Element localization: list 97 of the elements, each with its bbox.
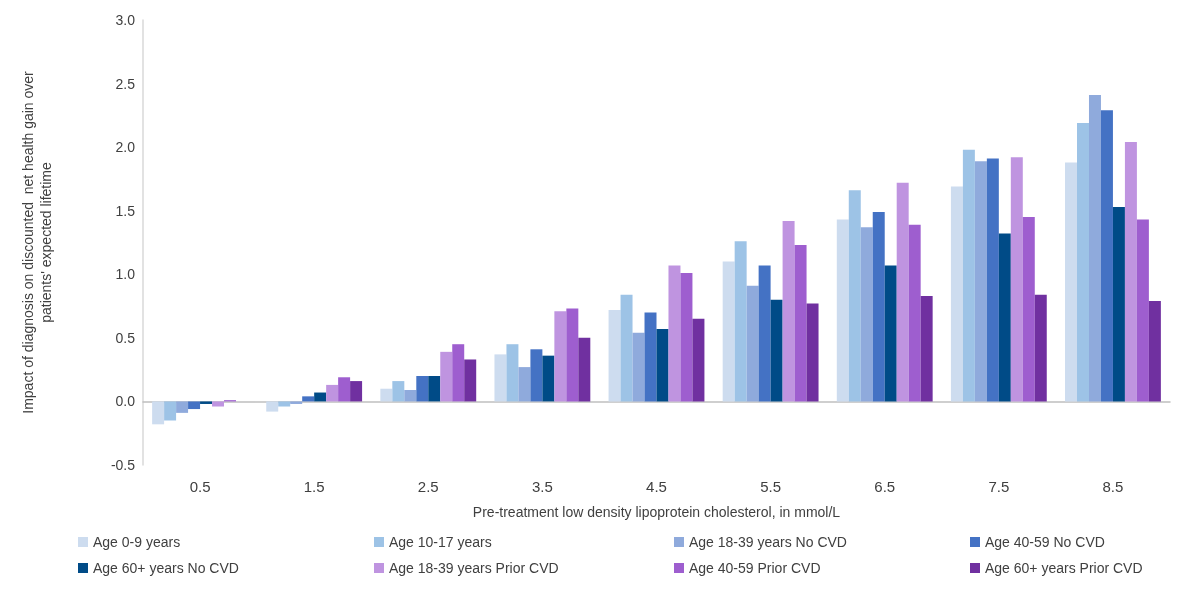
- x-tick-label: 8.5: [1102, 478, 1124, 495]
- bar: [518, 367, 531, 402]
- bar: [974, 161, 987, 402]
- bar: [758, 265, 771, 402]
- bar: [566, 308, 579, 402]
- x-tick-label: 4.5: [646, 478, 667, 495]
- bar: [920, 295, 933, 402]
- x-tick-label: 3.5: [531, 478, 553, 495]
- bar: [722, 261, 735, 402]
- y-tick-label: 3.0: [115, 12, 136, 28]
- bar: [896, 182, 909, 402]
- legend-label: Age 60+ years No CVD: [93, 560, 239, 576]
- bar: [188, 401, 201, 410]
- y-tick-label: 2.0: [115, 139, 136, 156]
- bar: [770, 299, 783, 402]
- legend-label: Age 40-59 No CVD: [985, 534, 1105, 550]
- bar: [152, 401, 165, 425]
- bar: [1034, 294, 1047, 402]
- bar: [794, 245, 807, 402]
- x-tick-label: 5.5: [760, 478, 782, 495]
- bar: [998, 233, 1011, 402]
- legend-label: Age 40-59 Prior CVD: [689, 560, 821, 576]
- legend-label: Age 18-39 years No CVD: [689, 534, 847, 550]
- bar: [506, 344, 519, 402]
- bar: [212, 401, 225, 407]
- y-tick-label: 1.5: [115, 202, 136, 219]
- legend-label: Age 60+ years Prior CVD: [985, 560, 1143, 576]
- bar: [326, 384, 339, 402]
- bar: [266, 401, 279, 412]
- bar: [200, 401, 213, 404]
- bar: [644, 312, 657, 402]
- bar: [950, 186, 963, 402]
- bar: [632, 332, 645, 402]
- bar: [416, 376, 429, 402]
- bar: [680, 273, 693, 402]
- legend-label: Age 0-9 years: [93, 534, 181, 550]
- bar: [530, 349, 543, 402]
- bar: [176, 401, 189, 413]
- legend-label: Age 18-39 years Prior CVD: [389, 560, 559, 576]
- bar: [1124, 142, 1137, 402]
- bar: [1065, 162, 1077, 402]
- bar: [692, 318, 705, 402]
- bar: [734, 241, 747, 402]
- bar: [1022, 217, 1035, 402]
- bar: [908, 224, 921, 402]
- legend-label: Age 10-17 years: [389, 534, 492, 550]
- bar: [836, 219, 849, 402]
- bar: [884, 265, 897, 402]
- bar: [608, 309, 621, 402]
- bar: [620, 294, 633, 402]
- y-tick-label: 0.0: [115, 393, 136, 410]
- bar: [494, 354, 507, 402]
- bar: [278, 401, 291, 407]
- x-tick-label: 0.5: [189, 478, 211, 495]
- y-axis-title: Impact of diagnosis on discounted net health gain over patients' expected lifetime: [20, 70, 54, 414]
- bar: [1148, 300, 1161, 402]
- bar: [1112, 206, 1125, 402]
- bar: [164, 401, 177, 421]
- bar: [554, 311, 567, 402]
- bar: [1010, 157, 1023, 402]
- bar: [962, 149, 975, 402]
- bar: [782, 220, 795, 402]
- bar: [1088, 95, 1101, 402]
- bar: [542, 355, 555, 402]
- bar: [656, 328, 669, 402]
- x-tick-label: 6.5: [874, 478, 896, 495]
- bar: [380, 388, 393, 402]
- bar: [746, 285, 759, 402]
- y-tick-label: -0.5: [110, 457, 136, 473]
- bar: [1077, 122, 1089, 402]
- bar: [986, 158, 999, 402]
- bar: [1100, 110, 1113, 402]
- y-tick-label: 2.5: [115, 75, 136, 92]
- x-axis-title: Pre-treatment low density lipoprotein cholesterol, in mmol/L: [472, 504, 841, 520]
- bar: [428, 376, 441, 402]
- y-tick-label: 1.0: [115, 266, 136, 283]
- bar: [440, 351, 453, 402]
- y-tick-label: 0.5: [115, 329, 136, 346]
- bar: [350, 381, 363, 402]
- bar: [860, 227, 873, 402]
- bar: [872, 211, 885, 402]
- bar: [464, 359, 477, 402]
- x-tick-label: 1.5: [303, 478, 325, 495]
- bar: [806, 303, 819, 402]
- x-tick-label: 7.5: [988, 478, 1010, 495]
- x-tick-label: 2.5: [417, 478, 439, 495]
- bar: [668, 265, 681, 402]
- bar: [1136, 219, 1149, 402]
- bar: [848, 190, 861, 402]
- bar: [404, 389, 417, 402]
- bar: [392, 381, 405, 402]
- bar: [314, 392, 327, 402]
- bar: [338, 377, 351, 402]
- bar: [290, 401, 303, 404]
- bar: [578, 337, 591, 402]
- bar: [302, 396, 315, 402]
- bar: [452, 344, 465, 402]
